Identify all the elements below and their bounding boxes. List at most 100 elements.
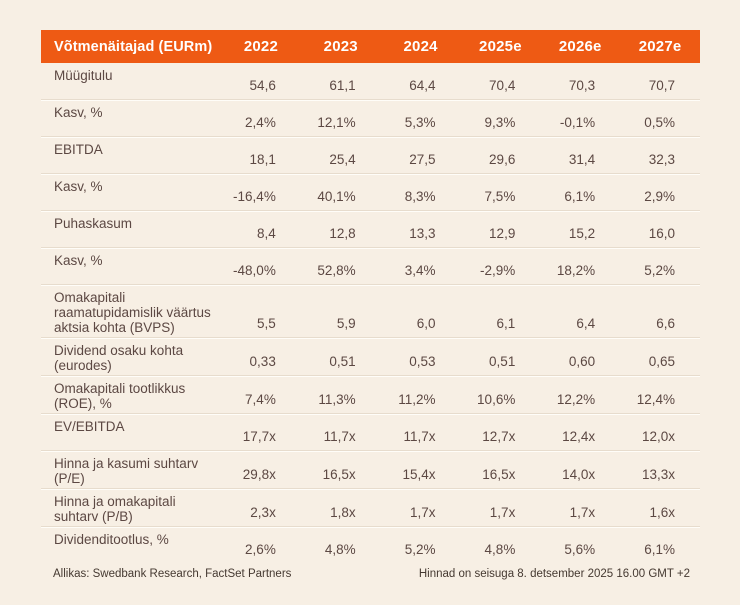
cell-value: 16,5x — [482, 467, 516, 482]
cell-value: 12,9 — [489, 226, 516, 241]
cell-value: 18,1 — [249, 152, 276, 167]
cell-value: 16,0 — [648, 226, 675, 241]
row-label: Kasv, % — [54, 179, 103, 194]
table-row: EV/EBITDA 17,7x 11,7x 11,7x 12,7x 12,4x 12,0x — [41, 414, 700, 451]
row-label: Kasv, % — [54, 105, 103, 120]
cell-value: -16,4% — [233, 189, 276, 204]
row-label: Kasv, % — [54, 253, 103, 268]
cell-value: 2,4% — [245, 115, 276, 130]
table-header-row: Võtmenäitajad (EURm) 2022 2023 2024 2025e 20… — [41, 30, 700, 63]
cell-value: 0,60 — [568, 354, 596, 369]
cell-value: 6,1 — [496, 316, 516, 331]
cell-value: 12,0x — [641, 429, 675, 444]
cell-value: 5,6% — [564, 542, 596, 557]
cell-value: 8,3% — [404, 189, 436, 204]
row-label: Müügitulu — [54, 68, 113, 83]
cell-value: 2,9% — [644, 189, 675, 204]
cell-value: 70,3 — [568, 78, 596, 93]
cell-value: 29,6 — [489, 152, 516, 167]
cell-value: 1,7x — [489, 505, 516, 520]
row-label: Puhaskasum — [54, 216, 133, 231]
row-label: Hinna ja kasumi suhtarv (P/E) — [54, 456, 199, 486]
cell-value: 1,7x — [409, 505, 436, 520]
cell-value: 11,3% — [318, 392, 356, 407]
row-label: Dividend osaku kohta (eurodes) — [54, 343, 184, 373]
cell-value: 0,51 — [489, 354, 516, 369]
cell-value: 32,3 — [648, 152, 675, 167]
cell-value: 5,9 — [336, 316, 356, 331]
table-row: Kasv, % -48,0% 52,8% 3,4% -2,9% 18,2% 5,2% — [41, 248, 700, 285]
cell-value: 14,0x — [562, 467, 596, 482]
table-row: Omakapitali raamatupidamislik väärtus ak… — [41, 285, 700, 338]
table-row: Dividenditootlus, % 2,6% 4,8% 5,2% 4,8% 5,6% 6… — [41, 527, 700, 563]
cell-value: 12,4% — [636, 392, 675, 407]
cell-value: 7,5% — [484, 189, 516, 204]
cell-value: 27,5 — [409, 152, 436, 167]
cell-value: 61,1 — [329, 78, 356, 93]
header-year: 2026e — [558, 38, 602, 55]
cell-value: 31,4 — [568, 152, 596, 167]
table-row: Hinna ja omakapitali suhtarv (P/B) 2,3x 1,… — [41, 489, 700, 527]
cell-value: 1,8x — [330, 505, 356, 520]
cell-value: 5,5 — [257, 316, 276, 331]
header-year: 2025e — [479, 38, 522, 55]
cell-value: 6,4 — [576, 316, 596, 331]
cell-value: 29,8x — [242, 467, 276, 482]
row-label: Omakapitali tootlikkus (ROE), % — [54, 381, 186, 411]
cell-value: -2,9% — [480, 263, 516, 278]
price-timestamp-note: Hinnad on seisuga 8. detsember 2025 16.0… — [418, 568, 690, 580]
cell-value: 5,3% — [404, 115, 436, 130]
table-row: Puhaskasum 8,4 12,8 13,3 12,9 15,2 16,0 — [41, 211, 700, 248]
cell-value: 0,33 — [249, 354, 276, 369]
header-year: 2022 — [243, 38, 278, 55]
cell-value: 5,2% — [404, 542, 436, 557]
cell-value: 11,7x — [403, 429, 436, 444]
table-row: Müügitulu 54,6 61,1 64,4 70,4 70,3 70,7 — [41, 63, 700, 100]
cell-value: 25,4 — [329, 152, 356, 167]
cell-value: 4,8% — [324, 542, 356, 557]
cell-value: 9,3% — [484, 115, 516, 130]
cell-value: 4,8% — [484, 542, 516, 557]
cell-value: 12,1% — [317, 115, 356, 130]
cell-value: 70,7 — [648, 78, 675, 93]
cell-value: 11,7x — [323, 429, 356, 444]
row-label: Omakapitali raamatupidamislik väärtus ak… — [54, 290, 211, 335]
table-row: Dividend osaku kohta (eurodes) 0,33 0,51 0,… — [41, 338, 700, 376]
cell-value: 64,4 — [409, 78, 436, 93]
cell-value: 52,8% — [317, 263, 356, 278]
cell-value: 2,6% — [245, 542, 276, 557]
cell-value: 6,1% — [564, 189, 596, 204]
cell-value: 54,6 — [249, 78, 276, 93]
table-body: Müügitulu 54,6 61,1 64,4 70,4 70,3 70,7 Kasv, %… — [41, 63, 700, 563]
cell-value: 15,2 — [568, 226, 596, 241]
row-label: EV/EBITDA — [54, 419, 125, 434]
cell-value: 12,2% — [556, 392, 596, 407]
cell-value: 0,5% — [644, 115, 675, 130]
table-row: Omakapitali tootlikkus (ROE), % 7,4% 11,3%… — [41, 376, 700, 414]
cell-value: -0,1% — [559, 115, 596, 130]
table-row: EBITDA 18,1 25,4 27,5 29,6 31,4 32,3 — [41, 137, 700, 174]
cell-value: 6,1% — [644, 542, 675, 557]
cell-value: 11,2% — [398, 392, 436, 407]
cell-value: 70,4 — [489, 78, 516, 93]
cell-value: 16,5x — [322, 467, 356, 482]
cell-value: 17,7x — [242, 429, 276, 444]
table-row: Kasv, % 2,4% 12,1% 5,3% 9,3% -0,1% 0,5% — [41, 100, 700, 137]
table-header-label: Võtmenäitajad (EURm) — [54, 38, 213, 55]
table-row: Hinna ja kasumi suhtarv (P/E) 29,8x 16,5x 1… — [41, 451, 700, 489]
cell-value: 0,65 — [648, 354, 675, 369]
row-label: Hinna ja omakapitali suhtarv (P/B) — [54, 494, 176, 524]
cell-value: 0,51 — [329, 354, 356, 369]
row-label: EBITDA — [54, 142, 103, 157]
cell-value: 5,2% — [644, 263, 675, 278]
cell-value: 40,1% — [317, 189, 356, 204]
cell-value: 18,2% — [556, 263, 596, 278]
cell-value: 7,4% — [245, 392, 276, 407]
cell-value: 6,0 — [416, 316, 436, 331]
key-indicators-table: Võtmenäitajad (EURm) 2022 2023 2024 2025e 20… — [41, 30, 700, 563]
cell-value: 15,4x — [402, 467, 436, 482]
cell-value: 8,4 — [257, 226, 276, 241]
cell-value: 2,3x — [250, 505, 276, 520]
header-year: 2023 — [323, 38, 358, 55]
header-year: 2027e — [638, 38, 682, 55]
